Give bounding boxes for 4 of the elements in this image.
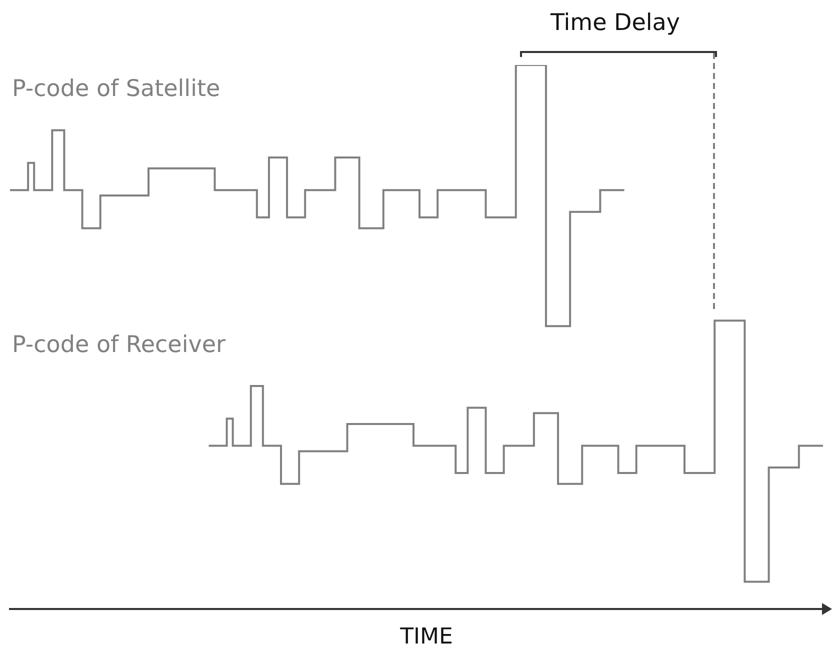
text: Time Delay <box>549 10 680 36</box>
series-label: P-code of Receiver <box>12 332 226 358</box>
x-axis-title: TIME <box>399 624 453 650</box>
text: P-code of Satellite <box>12 76 220 102</box>
